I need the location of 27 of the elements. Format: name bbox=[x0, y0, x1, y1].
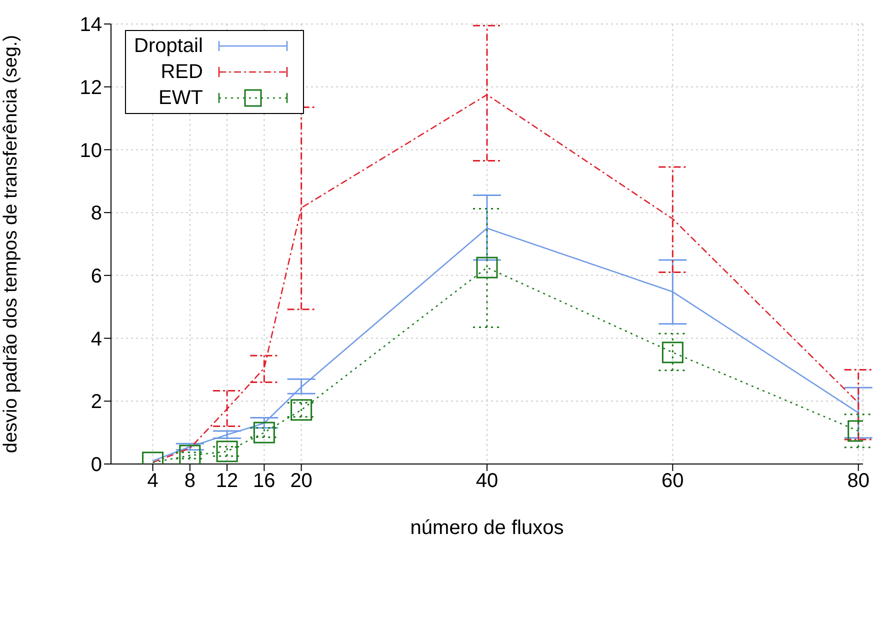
y-tick-label: 6 bbox=[90, 266, 102, 288]
point bbox=[476, 256, 498, 278]
point bbox=[662, 342, 684, 364]
x-tick-label: 4 bbox=[147, 470, 158, 492]
legend-label: EWT bbox=[158, 86, 203, 110]
point bbox=[216, 440, 238, 462]
point bbox=[253, 422, 275, 444]
y-tick-label: 14 bbox=[80, 14, 102, 36]
x-tick-label: 16 bbox=[253, 470, 276, 492]
point bbox=[290, 399, 312, 421]
legend-label: Droptail bbox=[134, 34, 203, 58]
x-tick-label: 40 bbox=[476, 470, 498, 492]
x-tick-label: 8 bbox=[184, 470, 196, 492]
point bbox=[179, 444, 201, 464]
x-axis-title: número de fluxos bbox=[410, 517, 564, 539]
x-tick-label: 80 bbox=[847, 470, 870, 492]
x-tick-label: 20 bbox=[290, 470, 312, 492]
y-tick-label: 2 bbox=[90, 391, 102, 414]
y-tick-label: 12 bbox=[80, 76, 102, 99]
x-tick-label: 60 bbox=[662, 470, 684, 492]
y-tick-label: 8 bbox=[90, 202, 102, 225]
y-tick-label: 4 bbox=[90, 328, 102, 350]
y-tick-label: 0 bbox=[90, 454, 102, 476]
x-tick-label: 12 bbox=[216, 470, 238, 492]
legend-label: RED bbox=[160, 60, 203, 84]
y-axis-title: desvio padrão dos tempos de transferência (seg.) bbox=[0, 34, 22, 454]
y-tick-label: 10 bbox=[80, 140, 102, 162]
